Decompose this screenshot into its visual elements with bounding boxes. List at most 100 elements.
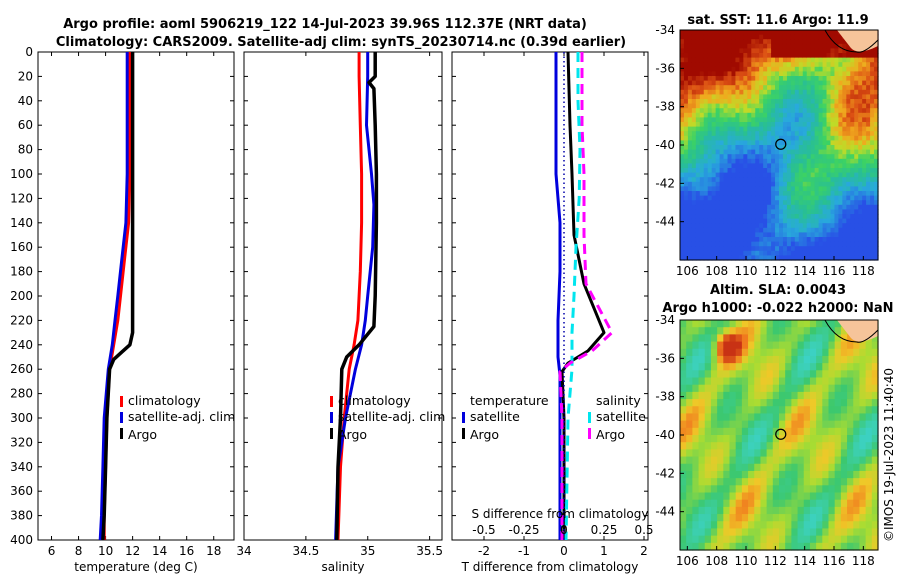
map-cell [741,384,749,393]
map-cell [766,506,774,515]
map-cell [862,76,867,82]
map-cell [850,177,855,183]
map-cell [802,39,808,45]
map-cell [842,126,847,132]
map-cell [779,85,784,91]
map-cell [858,53,863,59]
map-cell [822,327,830,335]
map-cell [766,427,774,436]
map-cell [680,485,687,494]
map-cell [853,528,861,537]
map-cell [810,181,816,187]
map-cell [794,227,800,233]
map-cell [854,66,859,72]
map-cell [751,99,756,105]
map-cell [786,135,792,141]
map-cell [747,99,752,105]
map-cell [699,154,705,160]
map-cell [850,122,855,128]
map-cell [840,391,848,400]
map-cell [695,62,701,68]
map-cell [797,521,805,530]
map-cell [803,442,811,450]
map-cell [850,204,855,210]
map-cell [729,492,737,501]
map-cell [723,506,731,515]
map-cell [874,241,879,247]
map-cell [775,158,780,164]
map-cell [735,48,740,54]
map-cell [834,327,842,335]
map-cell [691,177,697,183]
map-cell [760,506,768,515]
map-cell [711,43,717,49]
map-cell [830,241,836,247]
map-cell [719,108,725,114]
map-cell [790,117,796,123]
map-cell [803,348,811,357]
x-tick-label: 18 [206,544,221,558]
map-cell [854,232,859,238]
map-cell [842,48,847,54]
map-cell [850,181,855,187]
map-cell [775,181,780,187]
map-cell [786,57,792,63]
map-cell [834,177,839,183]
map-cell [766,363,774,371]
map-cell [842,163,847,169]
map-cell [870,214,875,220]
map-cell [704,370,712,379]
map-cell [698,406,706,415]
map-cell [809,521,817,530]
map-cell [790,149,796,155]
map-cell [830,149,836,155]
map-cell [747,172,752,178]
map-cell [719,195,725,201]
map-cell [854,163,859,169]
map-cell [842,223,847,229]
sla-map: 106 108 110 112 114 116 118-34-36-38-40-42-44 [655,313,879,568]
map-cell [771,246,776,252]
legend-argo: Argo [128,427,157,442]
map-cell [842,255,847,261]
map-cell [692,521,700,530]
map-cell [858,71,863,77]
map-cell [828,499,836,508]
map-cell [822,108,828,114]
map-cell [711,195,717,201]
map-cell [767,177,772,183]
map-cell [782,200,788,206]
map-cell [798,204,804,210]
map-cell [854,80,859,86]
map-cell [834,449,842,458]
map-cell [846,71,851,77]
map-cell [680,391,687,400]
map-cell [814,177,820,183]
map-cell [785,535,792,544]
map-cell [772,391,780,400]
map-cell [822,399,830,407]
map-cell [874,191,879,197]
map-cell [859,348,867,357]
map-cell [691,131,697,137]
map-cell [735,80,740,86]
map-cell [711,112,717,118]
map-cell [810,89,816,95]
map-cell [803,355,811,364]
map-x-tick-label: 112 [764,554,787,568]
map-cell [759,186,764,192]
map-cell [695,30,701,36]
map-cell [858,255,863,261]
map-cell [810,218,816,224]
map-cell [791,492,799,501]
map-cell [710,377,718,386]
map-cell [743,163,748,169]
map-cell [743,218,748,224]
map-cell [798,172,804,178]
map-cell [683,140,689,146]
map-cell [729,420,737,429]
map-cell [798,186,804,192]
map-cell [779,62,784,68]
map-cell [865,449,873,458]
map-cell [695,108,701,114]
